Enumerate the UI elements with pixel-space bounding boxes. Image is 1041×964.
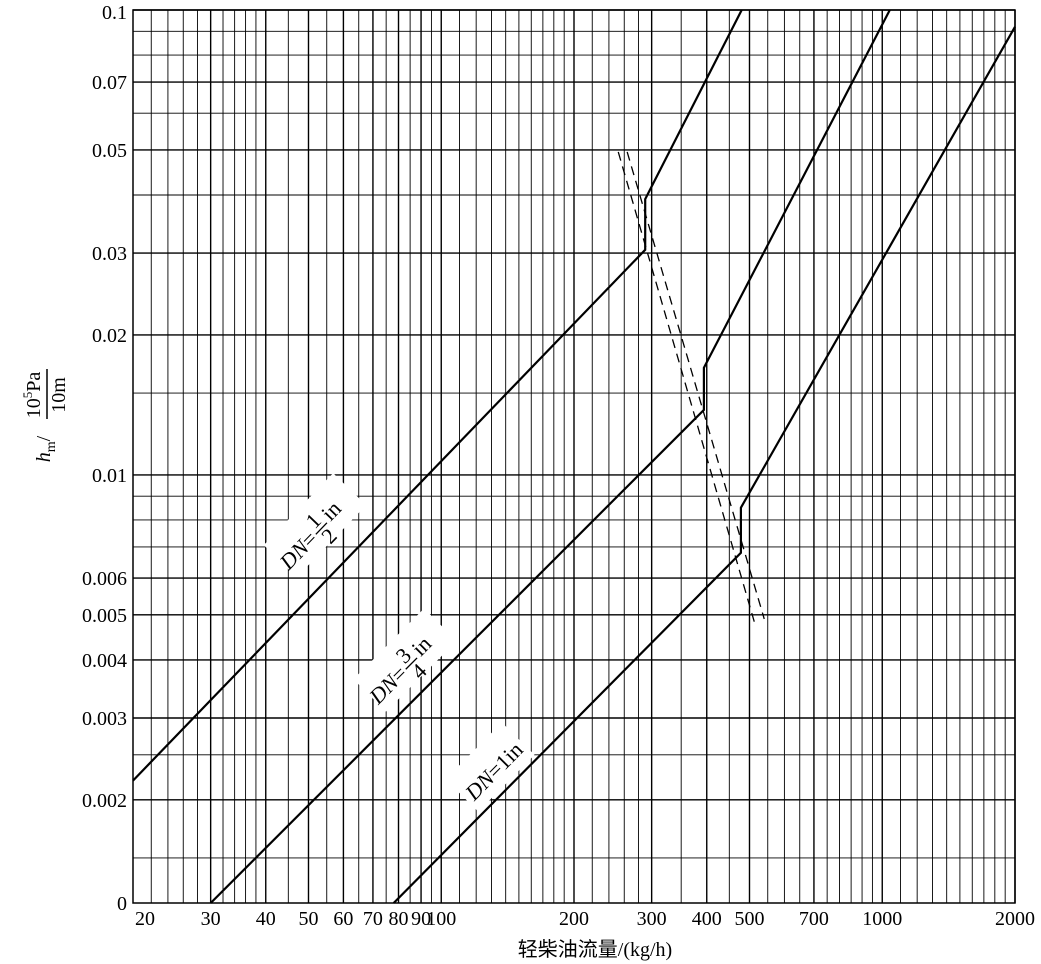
- curve-line: [209, 9, 891, 904]
- x-tick-label: 20: [135, 908, 155, 930]
- curve-label-fraction-bar: [405, 657, 418, 670]
- y-axis-numerator-exponent: 5: [20, 392, 35, 399]
- svg-text:hm/: hm/: [33, 435, 59, 462]
- boundary-dashed-lines: [617, 151, 765, 628]
- x-tick-label: 2000: [995, 908, 1035, 930]
- y-tick-label: 0.07: [92, 72, 127, 94]
- boundary-dashed-line: [617, 151, 757, 628]
- grid: [133, 9, 1016, 903]
- y-tick-labels: 0.1 0.07 0.05 0.03 0.02 0.01 0.006 0.005 0.004 0.…: [82, 2, 127, 915]
- y-tick-label: 0.02: [92, 325, 127, 347]
- y-tick-label: 0.03: [92, 243, 127, 265]
- x-tick-label: 30: [201, 908, 221, 930]
- x-tick-label: 80: [389, 908, 409, 930]
- y-tick-label: 0.1: [102, 2, 127, 24]
- y-tick-label: 0.002: [82, 790, 127, 812]
- curves: [132, 9, 1016, 904]
- y-axis-symbol: h: [33, 452, 55, 462]
- curve-label-background: [353, 608, 457, 712]
- y-tick-label: 0.006: [82, 568, 127, 590]
- x-tick-label: 200: [559, 908, 589, 930]
- curve-label: DN=1in: [445, 722, 535, 812]
- y-tick-label: 0.05: [92, 140, 127, 162]
- curve-label-fraction-bar: [315, 522, 328, 535]
- y-axis-symbol-subscript: m: [44, 441, 59, 452]
- x-tick-label: 100: [426, 908, 456, 930]
- y-tick-label: 0.01: [92, 465, 127, 487]
- plot-frame: [132, 9, 1016, 904]
- x-tick-label: 50: [298, 908, 318, 930]
- y-axis-title: hm/ 105Pa 10m: [20, 369, 70, 462]
- x-tick-label: 90: [411, 908, 431, 930]
- y-axis-numerator: 10: [23, 398, 45, 418]
- y-axis-denominator: 10m: [48, 377, 70, 413]
- x-tick-label: 300: [637, 908, 667, 930]
- x-axis-title: 轻柴油流量/(kg/h): [518, 938, 672, 961]
- boundary-dashed-line: [626, 151, 765, 620]
- y-axis-numerator-unit: Pa: [23, 372, 45, 392]
- curve-line: [132, 9, 743, 782]
- curve-label-background: [445, 722, 535, 812]
- y-tick-label: 0.003: [82, 708, 127, 730]
- y-tick-label: 0: [117, 893, 127, 915]
- curve-line: [392, 26, 1016, 904]
- curve-label-background: [263, 473, 367, 578]
- x-tick-label: 70: [363, 908, 383, 930]
- y-tick-label: 0.004: [82, 650, 127, 672]
- x-tick-label: 60: [333, 908, 353, 930]
- x-tick-label: 400: [692, 908, 722, 930]
- y-tick-label: 0.005: [82, 605, 127, 627]
- x-tick-label: 1000: [862, 908, 902, 930]
- x-tick-label: 40: [256, 908, 276, 930]
- x-tick-label: 500: [734, 908, 764, 930]
- x-tick-label: 700: [799, 908, 829, 930]
- svg-text:105Pa: 105Pa: [20, 372, 45, 419]
